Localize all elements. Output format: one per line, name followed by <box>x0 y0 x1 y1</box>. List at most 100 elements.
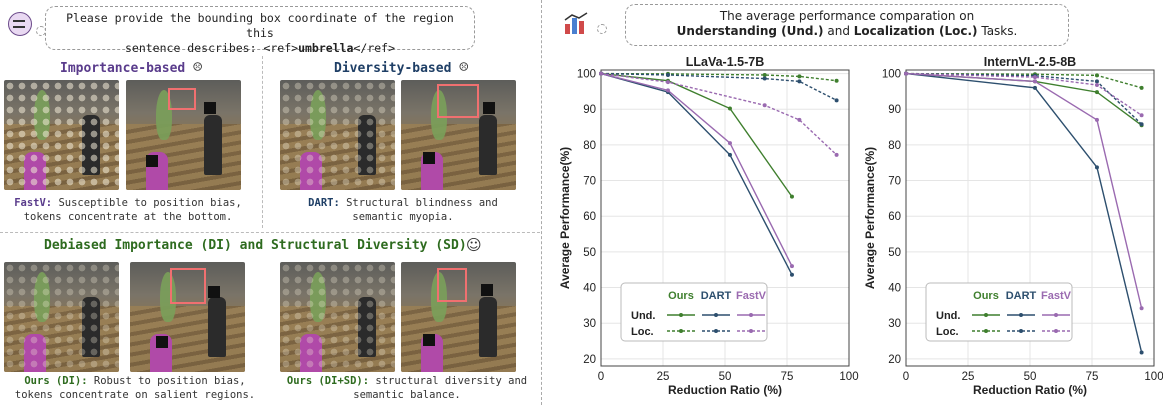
legend-series-label: FastV <box>1041 290 1072 302</box>
data-point <box>762 76 767 81</box>
x-tick-label: 50 <box>719 371 732 383</box>
fastv-caption-rest: Susceptible to position bias, tokens con… <box>23 197 242 223</box>
y-tick-label: 60 <box>888 211 901 223</box>
legend-series-label: FastV <box>736 290 767 302</box>
question-line-1: Please provide the bounding box coordina… <box>66 11 454 40</box>
data-point <box>665 72 670 77</box>
dart-caption: DART: Structural blindness and semantic … <box>290 196 516 224</box>
data-point <box>1032 85 1037 90</box>
series-ours-loc <box>600 72 837 82</box>
right-panel: The average performance comparation on U… <box>545 0 1163 405</box>
happy-face-icon: ☺ <box>466 236 482 254</box>
y-tick-label: 40 <box>583 283 596 295</box>
question-keyword: umbrella <box>298 41 354 55</box>
y-tick-label: 20 <box>888 354 901 366</box>
question-prefix: sentence describes: <ref> <box>124 41 299 55</box>
x-axis-label: Reduction Ratio (%) <box>973 383 1087 397</box>
legend-marker <box>1019 329 1023 333</box>
data-point <box>1139 306 1144 311</box>
y-tick-label: 80 <box>583 140 596 152</box>
y-tick-label: 50 <box>888 247 901 259</box>
dart-caption-bold: DART: <box>308 197 340 209</box>
sad-face-icon: ☹ <box>459 58 469 76</box>
data-point <box>797 117 802 122</box>
ours-di-image-b <box>130 262 245 372</box>
legend-series-label: Ours <box>668 290 694 302</box>
series-dart-loc <box>905 72 1143 125</box>
x-tick-label: 100 <box>839 371 858 383</box>
data-point <box>834 152 839 157</box>
data-point <box>727 106 732 111</box>
data-point <box>834 98 839 103</box>
header-und: Understanding (Und.) <box>676 24 824 38</box>
y-tick-label: 20 <box>583 354 596 366</box>
y-tick-label: 70 <box>888 176 901 188</box>
importance-based-title: Importance-based ☹ <box>60 58 202 76</box>
x-axis-label: Reduction Ratio (%) <box>668 383 782 397</box>
legend-marker <box>749 329 753 333</box>
legend-task-label: Loc. <box>631 326 654 338</box>
legend-marker <box>679 313 683 317</box>
x-tick-label: 25 <box>657 371 670 383</box>
avatar-icon <box>8 12 32 36</box>
bbox-icon <box>168 88 196 110</box>
diversity-based-title: Diversity-based ☹ <box>334 58 468 76</box>
fastv-image-a <box>4 80 119 190</box>
legend-marker <box>749 313 753 317</box>
header-loc: Localization (Loc.) <box>853 24 978 38</box>
data-point <box>1094 165 1099 170</box>
panel-separator <box>262 56 263 228</box>
data-point <box>797 79 802 84</box>
data-point <box>789 264 794 269</box>
data-point <box>789 272 794 277</box>
y-axis-label: Average Performance(%) <box>863 147 877 289</box>
ours-di-image-a <box>4 262 119 372</box>
legend-task-label: Und. <box>936 310 960 322</box>
legend: Ours DART FastV Und. Loc. <box>925 282 1073 342</box>
section-separator <box>0 232 540 233</box>
bbox-icon <box>170 268 206 304</box>
y-tick-label: 90 <box>888 104 901 116</box>
y-tick-label: 30 <box>888 318 901 330</box>
panel-divider <box>541 0 542 405</box>
sad-face-icon: ☹ <box>193 58 203 76</box>
debiased-label: Debiased Importance (DI) and Structural … <box>44 238 467 253</box>
data-point <box>1094 82 1099 87</box>
legend-marker <box>1054 313 1058 317</box>
series-fastv-und <box>600 72 793 267</box>
bubble-tail-icon <box>597 24 607 34</box>
x-tick-label: 0 <box>903 371 909 383</box>
ours-sd-image-b <box>401 262 516 372</box>
header-line-1: The average performance comparation on <box>719 9 975 23</box>
series-ours-und <box>600 72 793 198</box>
legend-marker <box>984 313 988 317</box>
legend-marker <box>679 329 683 333</box>
fastv-image-b <box>126 80 241 190</box>
header-suffix: Tasks. <box>977 24 1018 38</box>
ours-sd-image-a <box>280 262 395 372</box>
ours-sd-caption-rest: structural diversity and semantic balanc… <box>353 375 528 401</box>
x-tick-label: 100 <box>1144 371 1163 383</box>
fastv-caption-bold: FastV: <box>14 197 53 209</box>
data-point <box>1139 122 1144 127</box>
y-tick-label: 50 <box>583 247 596 259</box>
y-tick-label: 90 <box>583 104 596 116</box>
header-and: and <box>823 24 854 38</box>
debiased-title: Debiased Importance (DI) and Structural … <box>44 238 467 253</box>
data-point <box>762 72 767 77</box>
x-tick-label: 75 <box>1086 371 1099 383</box>
header-line-2: Understanding (Und.) and Localization (L… <box>634 24 1060 39</box>
dart-image-a <box>280 80 395 190</box>
ours-di-caption: Ours (DI): Robust to position bias, toke… <box>10 374 260 402</box>
data-point <box>1032 75 1037 80</box>
data-point <box>904 71 908 76</box>
x-tick-label: 25 <box>962 371 975 383</box>
data-point <box>797 74 802 79</box>
legend-marker <box>984 329 988 333</box>
header-bubble: The average performance comparation on U… <box>625 4 1069 46</box>
legend-marker <box>1054 329 1058 333</box>
y-tick-label: 70 <box>583 176 596 188</box>
data-point <box>1094 90 1099 95</box>
y-tick-label: 80 <box>888 140 901 152</box>
y-tick-label: 100 <box>882 69 901 81</box>
